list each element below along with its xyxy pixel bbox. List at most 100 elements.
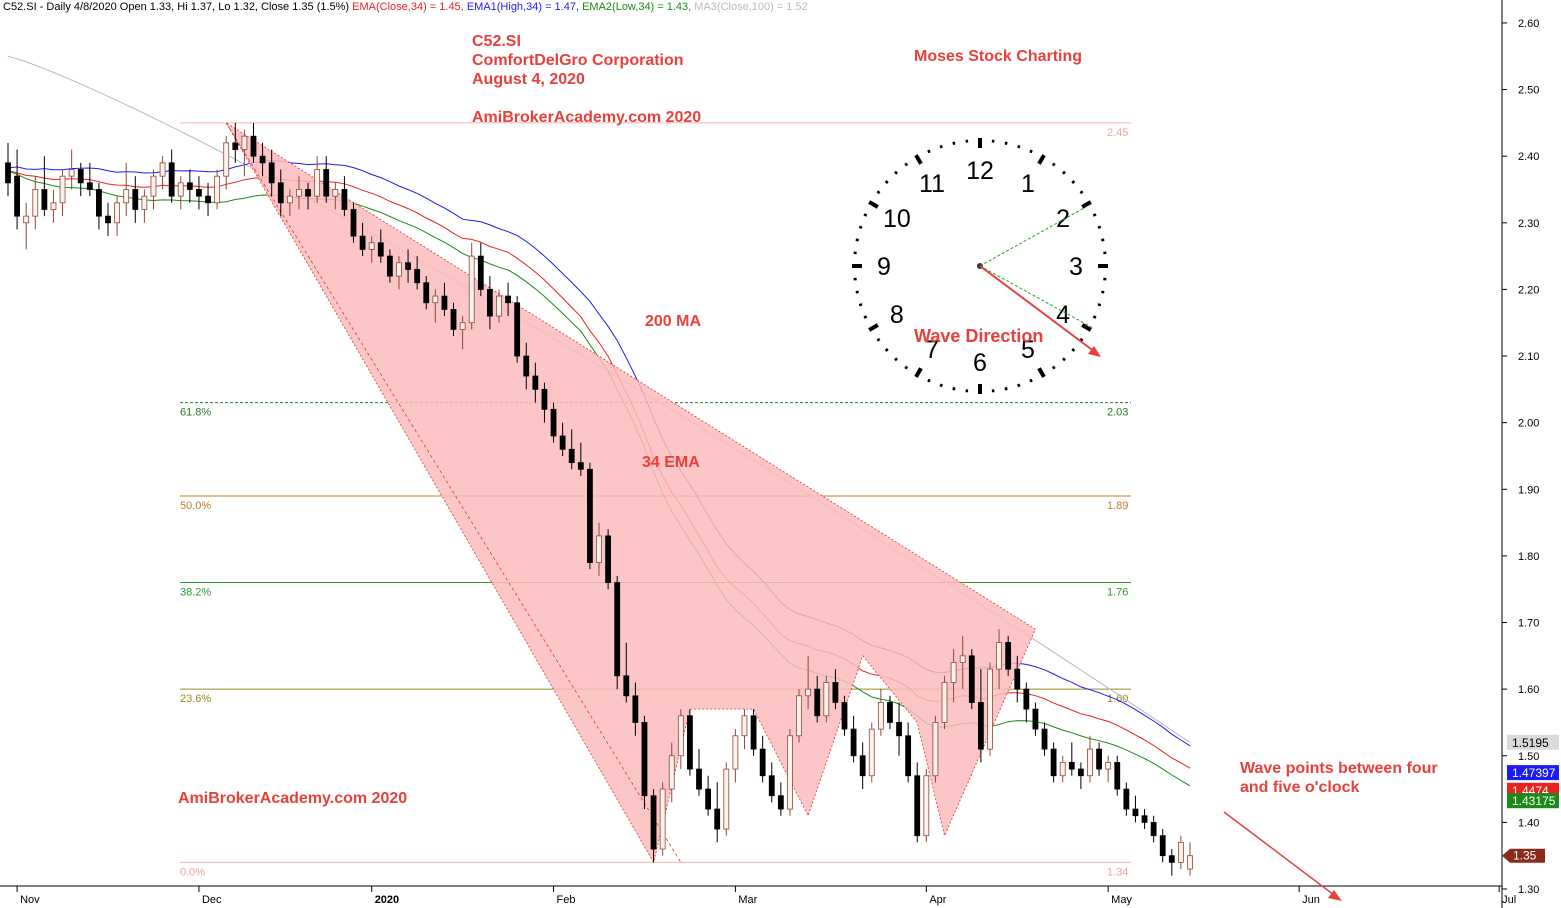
clock-tick: [1029, 149, 1033, 154]
candle-body: [114, 202, 121, 224]
y-tick-label: 2.10: [1518, 351, 1539, 363]
candle-body: [650, 795, 657, 850]
candle-body: [896, 722, 902, 737]
candle-body: [996, 642, 1002, 670]
candle-body: [687, 715, 693, 770]
candle-body: [968, 655, 975, 703]
clock-number: 11: [919, 170, 945, 198]
y-tick-label: 2.00: [1518, 418, 1539, 430]
candle-body: [23, 215, 30, 224]
candle-body: [614, 582, 621, 677]
clock-tick: [1037, 154, 1046, 165]
candle-body: [196, 189, 202, 197]
clock-tick: [1062, 170, 1066, 175]
candle-body: [1068, 762, 1075, 770]
candle-body: [341, 189, 348, 210]
wave-arrow-line: [1223, 811, 1339, 899]
candle-body: [1159, 835, 1166, 857]
candle-body: [977, 702, 984, 750]
clock-number: 6: [973, 349, 987, 377]
candle-body: [714, 808, 721, 830]
candle-body: [832, 682, 839, 703]
clock-tick: [855, 238, 859, 242]
candle-body: [423, 282, 430, 304]
candle-body: [50, 202, 57, 210]
candle-body: [950, 662, 957, 683]
candle-body: [1005, 642, 1012, 670]
clock-tick: [952, 387, 956, 391]
candle-body: [1077, 768, 1084, 777]
last-value-badge: [1507, 793, 1559, 809]
candle-body: [77, 169, 84, 184]
candle-body: [741, 715, 748, 737]
candle-body: [1168, 855, 1175, 863]
clock-tick: [1071, 180, 1076, 184]
clock-number: 2: [1056, 205, 1070, 233]
candle-body: [750, 715, 757, 750]
candle-body: [1023, 688, 1030, 710]
candle-body: [959, 655, 966, 663]
clock-tick: [855, 290, 859, 294]
candle-body: [505, 295, 511, 304]
clock-tick: [904, 162, 909, 167]
candle-body: [877, 702, 884, 730]
candle-body: [805, 688, 812, 697]
candle-body: [414, 269, 421, 284]
candle-body: [459, 322, 466, 330]
candle-body: [987, 668, 993, 750]
y-tick-label: 2.60: [1518, 18, 1539, 30]
candle-body: [1050, 748, 1057, 777]
candle-body: [914, 775, 921, 837]
clock-tick: [894, 357, 898, 362]
fib-price-label: 1.76: [1107, 587, 1128, 599]
candle-body: [696, 768, 702, 790]
clock-tick: [1079, 190, 1084, 195]
y-tick-label: 1.30: [1518, 884, 1539, 896]
candle-body: [623, 675, 630, 697]
candle-body: [386, 255, 393, 277]
candle-body: [268, 162, 275, 184]
candle-body: [259, 155, 266, 164]
candle-body: [5, 162, 11, 184]
annotation-ticker: C52.SI: [472, 33, 521, 50]
candle-body: [286, 195, 293, 204]
clock-tick: [1051, 162, 1056, 167]
x-tick-label: Nov: [20, 894, 40, 906]
candle-body: [150, 175, 157, 197]
candle-body: [1187, 855, 1193, 870]
clock-number: 5: [1021, 336, 1035, 364]
clock-tick: [894, 170, 898, 175]
clock-tick: [884, 348, 889, 352]
candle-body: [668, 755, 675, 790]
wave-arrow-head: [1328, 890, 1342, 901]
clock-tick: [1097, 303, 1102, 307]
clock-tick: [1081, 200, 1092, 209]
clock-tick: [1017, 144, 1021, 149]
clock-tick: [1029, 378, 1033, 383]
candle-body: [1150, 821, 1157, 837]
annotation-site-bottom: AmiBrokerAcademy.com 2020: [178, 790, 407, 807]
candle-body: [1032, 708, 1039, 730]
clock-tick: [1079, 337, 1084, 342]
candle-body: [277, 182, 284, 204]
clock-number: 12: [966, 157, 994, 185]
candle-body: [377, 242, 384, 257]
last-value-badge: [1507, 734, 1559, 750]
candle-body: [596, 535, 602, 563]
y-tick-label: 1.60: [1518, 684, 1539, 696]
candle-body: [1087, 748, 1093, 777]
x-tick-label: 2020: [375, 894, 399, 906]
annotation-company: ComfortDelGro Corporation: [472, 52, 684, 69]
candle-body: [132, 189, 139, 210]
x-tick-label: Dec: [202, 894, 222, 906]
y-tick-label: 2.50: [1518, 85, 1539, 97]
candle-body: [496, 295, 502, 317]
annotation-site-top: AmiBrokerAcademy.com 2020: [472, 109, 701, 126]
last-value-badge: [1507, 765, 1559, 781]
candle-body: [705, 788, 712, 810]
candle-body: [732, 735, 739, 770]
candle-body: [796, 695, 802, 737]
fib-pct-label: 61.8%: [180, 407, 211, 419]
clock-tick: [863, 315, 868, 319]
fib-price-label: 2.45: [1107, 127, 1128, 139]
